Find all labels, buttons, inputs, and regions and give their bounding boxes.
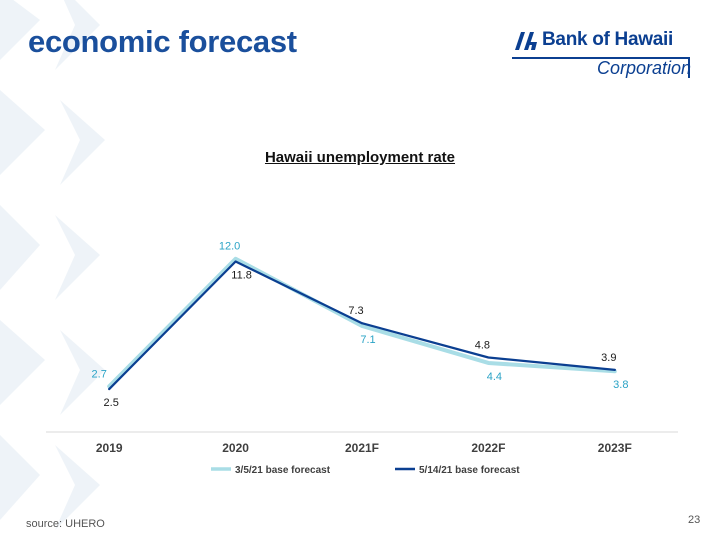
logo-subtitle: Corporation (597, 58, 692, 78)
data-point (108, 388, 111, 391)
legend-label: 3/5/21 base forecast (235, 465, 331, 476)
logo-divider (512, 57, 688, 59)
logo-name: Bank of Hawaii (542, 29, 673, 50)
data-point (234, 260, 237, 263)
data-point (234, 257, 237, 260)
data-label: 2.5 (104, 397, 119, 409)
source-note: source: UHERO (26, 518, 105, 530)
page-number: 23 (688, 514, 701, 526)
x-tick-label: 2019 (96, 441, 123, 455)
data-label: 7.1 (360, 334, 375, 346)
background-pattern (0, 0, 105, 530)
data-label: 4.8 (475, 339, 490, 351)
data-label: 3.8 (613, 379, 628, 391)
data-label: 4.4 (487, 371, 502, 383)
x-tick-label: 2020 (222, 441, 249, 455)
legend-label: 5/14/21 base forecast (419, 465, 520, 476)
x-tick-label: 2023F (598, 441, 632, 455)
x-tick-label: 2022F (471, 441, 505, 455)
data-point (613, 368, 616, 371)
data-point (361, 322, 363, 325)
data-label: 7.3 (348, 305, 363, 317)
data-label: 12.0 (219, 241, 240, 253)
data-label: 2.7 (92, 368, 107, 380)
chart-title: Hawaii unemployment rate (264, 149, 456, 166)
logo-divider-vertical (688, 57, 690, 78)
bank-logo: Bank of Hawaii Corporation (512, 28, 702, 82)
data-label: 11.8 (231, 269, 252, 281)
data-label: 3.9 (601, 352, 616, 364)
data-point (487, 356, 490, 359)
page-title: economic forecast (28, 24, 297, 59)
data-point (361, 324, 363, 327)
data-point (487, 361, 490, 364)
bank-logo-icon (515, 32, 537, 50)
x-tick-label: 2021F (345, 441, 379, 455)
data-point (108, 385, 111, 388)
